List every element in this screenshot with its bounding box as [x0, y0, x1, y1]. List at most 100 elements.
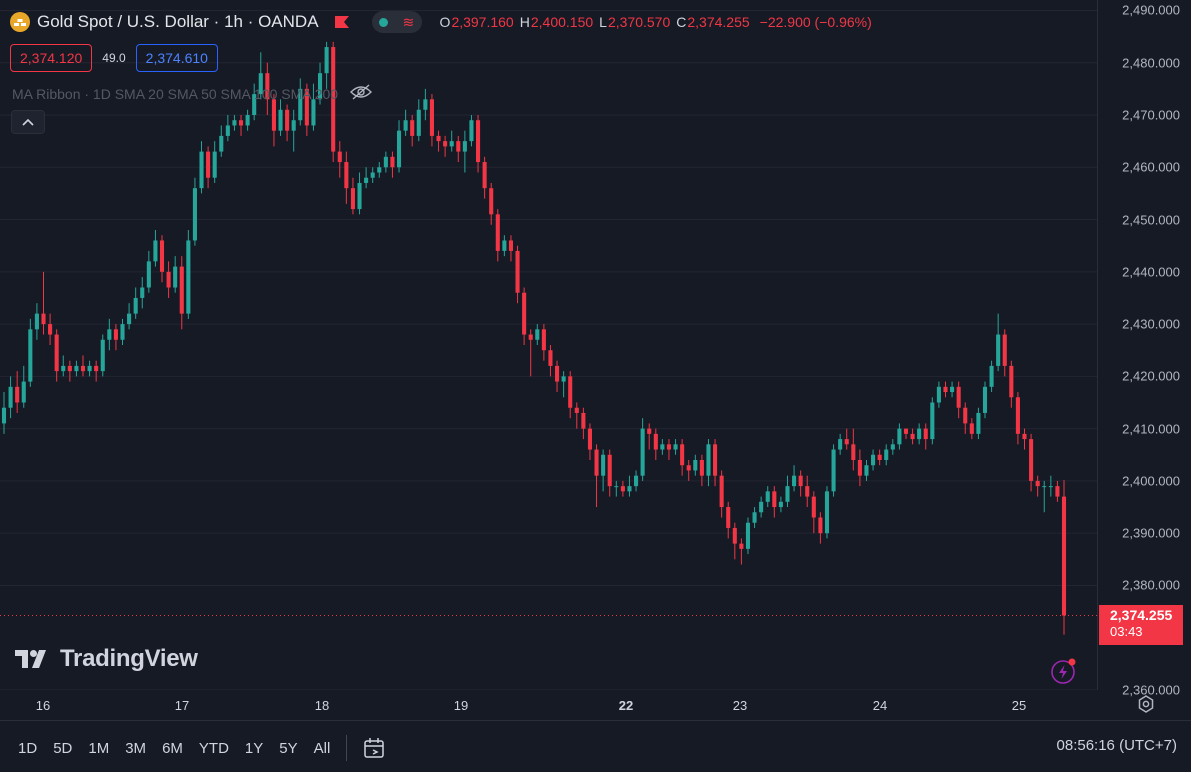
candle-body	[410, 120, 415, 136]
time-axis[interactable]: 16 17 18 19 22 23 24 25	[0, 690, 1097, 720]
candle-body	[94, 365, 99, 372]
candle	[903, 428, 909, 440]
candle-body	[824, 491, 830, 534]
candle-body	[996, 334, 1001, 366]
sell-button[interactable]: 2,374.120	[10, 44, 93, 72]
range-button-1y[interactable]: 1Y	[244, 739, 264, 757]
price-tick-label: 2,420.000	[1122, 368, 1180, 384]
price-axis[interactable]: 2,490.000 2,480.000 2,470.000 2,460.000 2,45…	[1097, 0, 1191, 698]
indicator-toggle[interactable]: ≋	[371, 11, 422, 33]
candle	[502, 235, 507, 257]
candle	[495, 209, 500, 262]
flash-icon[interactable]	[1049, 657, 1077, 685]
last-price-label: 2,374.255 03:43	[1099, 605, 1183, 646]
candle-body	[238, 120, 244, 126]
candle	[963, 402, 968, 434]
candle-body	[851, 444, 856, 460]
candle-body	[140, 287, 145, 298]
range-button-5d[interactable]: 5D	[53, 739, 73, 757]
time-tick-label: 17	[174, 698, 190, 713]
candle-body	[765, 491, 770, 502]
candle	[48, 313, 53, 345]
candle	[475, 115, 481, 173]
candle-body	[522, 292, 527, 335]
candle-body	[693, 460, 698, 471]
candle-body	[337, 151, 342, 163]
candle-body	[100, 339, 105, 372]
range-button-1d[interactable]: 1D	[18, 739, 38, 757]
candle-body	[923, 428, 928, 440]
candle-body	[541, 329, 546, 351]
candle	[1055, 480, 1060, 502]
indicator-legend[interactable]: MA Ribbon · 1D SMA 20 SMA 50 SMA 100 SMA…	[12, 84, 373, 103]
settings-icon[interactable]	[1136, 694, 1156, 714]
symbol-title[interactable]: Gold Spot / U.S. Dollar · 1h · OANDA	[37, 12, 319, 31]
candle	[324, 41, 329, 89]
range-button-1m[interactable]: 1M	[88, 739, 110, 757]
candle-body	[739, 543, 744, 549]
range-button-5y[interactable]: 5Y	[279, 739, 298, 757]
candle	[923, 423, 928, 450]
chart-area[interactable]	[0, 0, 1097, 690]
candle	[508, 235, 513, 262]
candle	[61, 355, 66, 377]
candle	[739, 538, 744, 565]
candle	[364, 167, 369, 189]
range-button-3m[interactable]: 3M	[125, 739, 147, 757]
candle-body	[903, 428, 909, 434]
buy-button[interactable]: 2,374.610	[135, 44, 218, 72]
candlestick-chart[interactable]	[0, 0, 1097, 690]
candle-body	[798, 475, 803, 487]
ohlc-l: L2,370.570	[599, 14, 671, 30]
candle	[87, 360, 92, 377]
candle-body	[225, 125, 230, 136]
candle	[317, 62, 323, 105]
candle	[383, 151, 388, 173]
symbol-legend: Gold Spot / U.S. Dollar · 1h · OANDA ≋ O…	[10, 10, 872, 34]
range-button-ytd[interactable]: YTD	[198, 739, 229, 757]
flag-icon[interactable]	[334, 15, 350, 29]
candle-body	[699, 460, 704, 476]
candle	[614, 480, 619, 497]
price-tick-label: 2,490.000	[1122, 2, 1180, 18]
price-tick-label: 2,430.000	[1122, 316, 1180, 332]
range-button-all[interactable]: All	[313, 739, 331, 757]
timezone-clock[interactable]: 08:56:16 (UTC+7)	[1056, 737, 1177, 754]
candle-body	[653, 433, 658, 450]
toolbar-divider	[346, 735, 348, 761]
candle-body	[963, 407, 968, 424]
candle	[304, 83, 309, 136]
candle-body	[838, 439, 843, 450]
eye-off-icon[interactable]	[350, 84, 373, 103]
candle	[982, 381, 988, 419]
candle-body	[969, 423, 974, 434]
candle-body	[396, 130, 402, 168]
candle-body	[41, 313, 46, 325]
candle-body	[726, 507, 731, 528]
candle-body	[232, 120, 237, 126]
candle	[884, 444, 889, 466]
candle	[252, 83, 257, 121]
candle	[140, 277, 145, 309]
collapse-legend-button[interactable]	[11, 110, 45, 134]
candle-body	[436, 135, 441, 142]
candle-body	[897, 428, 902, 445]
candle-body	[666, 444, 672, 450]
candle-body	[594, 449, 599, 476]
candle	[798, 470, 803, 497]
candle-body	[1048, 486, 1053, 488]
goto-date-button[interactable]	[357, 737, 387, 759]
candle	[1061, 480, 1067, 635]
candle-body	[805, 486, 810, 497]
candle-body	[120, 324, 125, 340]
range-button-6m[interactable]: 6M	[162, 739, 183, 757]
candle-body	[713, 444, 718, 476]
tradingview-watermark[interactable]: TradingView	[14, 645, 198, 673]
candle-body	[732, 527, 737, 544]
candle	[871, 449, 876, 471]
tradingview-wordmark: TradingView	[60, 645, 198, 672]
candle	[265, 62, 270, 115]
candle	[594, 444, 599, 508]
candle	[28, 318, 33, 387]
candle-body	[87, 365, 92, 372]
